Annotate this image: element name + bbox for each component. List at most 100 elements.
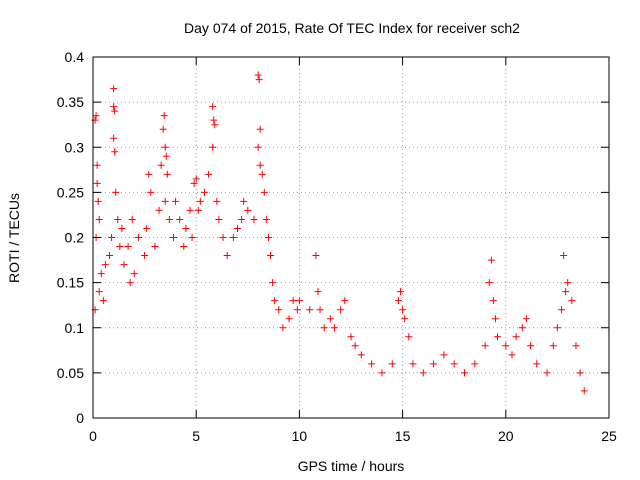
data-point <box>211 121 219 129</box>
data-point <box>256 125 264 133</box>
data-point <box>159 125 167 133</box>
data-point <box>254 71 262 79</box>
data-point <box>533 360 541 368</box>
data-point <box>186 206 194 214</box>
data-point <box>95 288 103 296</box>
data-point <box>141 252 149 260</box>
y-tick-label: 0.15 <box>57 275 84 291</box>
data-point <box>134 234 142 241</box>
data-point <box>240 197 248 205</box>
axis-ticks <box>92 56 610 419</box>
data-point <box>120 261 128 269</box>
data-point <box>562 288 570 296</box>
data-point <box>440 351 448 359</box>
data-point <box>255 76 263 84</box>
data-point <box>489 297 497 305</box>
data-point <box>347 333 355 341</box>
data-point <box>401 315 409 323</box>
data-point <box>161 197 169 205</box>
data-point <box>314 288 322 296</box>
data-point <box>285 315 293 323</box>
data-point <box>543 369 551 377</box>
data-point <box>163 170 171 178</box>
data-point <box>419 369 427 377</box>
data-point <box>111 107 119 115</box>
y-tick-label: 0.2 <box>65 230 85 246</box>
data-point <box>487 256 495 264</box>
data-point <box>394 297 402 305</box>
data-point <box>508 351 516 359</box>
data-point <box>316 306 324 314</box>
data-point <box>258 170 266 178</box>
data-point <box>558 306 566 314</box>
data-point <box>341 297 349 305</box>
data-point <box>192 175 200 183</box>
data-point <box>405 333 413 341</box>
data-point <box>97 270 105 278</box>
data-point <box>101 261 109 269</box>
data-point <box>491 315 499 323</box>
data-point <box>378 369 386 377</box>
data-point <box>93 161 101 169</box>
data-point <box>180 243 188 251</box>
data-point <box>289 297 297 305</box>
data-point <box>279 324 287 332</box>
data-point <box>485 279 493 287</box>
data-point <box>312 252 320 260</box>
data-point <box>110 134 118 142</box>
data-point <box>461 369 469 377</box>
data-point <box>110 85 118 93</box>
data-point <box>560 252 568 260</box>
data-point <box>124 243 132 251</box>
data-point <box>293 306 301 314</box>
data-point <box>165 215 173 223</box>
data-point <box>128 215 136 223</box>
data-point <box>330 324 338 332</box>
y-tick-label: 0.1 <box>65 320 85 336</box>
data-point <box>471 360 479 368</box>
data-point <box>388 360 396 368</box>
data-point <box>229 234 237 241</box>
data-point <box>430 360 438 368</box>
data-point <box>357 351 365 359</box>
data-point <box>549 342 557 350</box>
chart-title: Day 074 of 2015, Rate Of TEC Index for r… <box>184 20 520 36</box>
y-tick-label: 0.05 <box>57 365 84 381</box>
data-point <box>399 306 407 314</box>
data-point <box>143 224 151 232</box>
x-tick-label: 25 <box>601 428 617 444</box>
data-point <box>106 252 114 260</box>
data-point <box>580 387 588 395</box>
data-point <box>576 369 584 377</box>
data-point <box>337 306 345 314</box>
data-point <box>196 197 204 205</box>
data-point <box>223 252 231 260</box>
tick-labels: 0 5 10 15 20 25 0 0.05 0.1 0.15 0.2 0.25 0.3 0.35 0.4 <box>57 49 617 444</box>
data-point <box>481 342 489 350</box>
data-point <box>188 234 196 241</box>
data-point <box>209 143 217 151</box>
data-point <box>130 270 138 278</box>
data-point <box>157 161 165 169</box>
data-point <box>176 215 184 223</box>
data-point <box>527 342 535 350</box>
data-point <box>262 215 270 223</box>
data-point <box>512 333 520 341</box>
data-point <box>256 161 264 169</box>
data-point <box>108 234 116 241</box>
data-point <box>190 179 198 187</box>
data-point <box>145 170 153 178</box>
y-tick-label: 0.25 <box>57 184 84 200</box>
data-point <box>397 288 405 296</box>
data-point <box>450 360 458 368</box>
data-point <box>162 152 170 160</box>
data-point <box>295 297 303 305</box>
data-point <box>172 197 180 205</box>
data-point <box>494 333 502 341</box>
y-axis-label: ROTI / TECUs <box>6 193 22 283</box>
data-point <box>553 324 561 332</box>
x-tick-label: 0 <box>89 428 97 444</box>
data-point <box>215 215 223 223</box>
